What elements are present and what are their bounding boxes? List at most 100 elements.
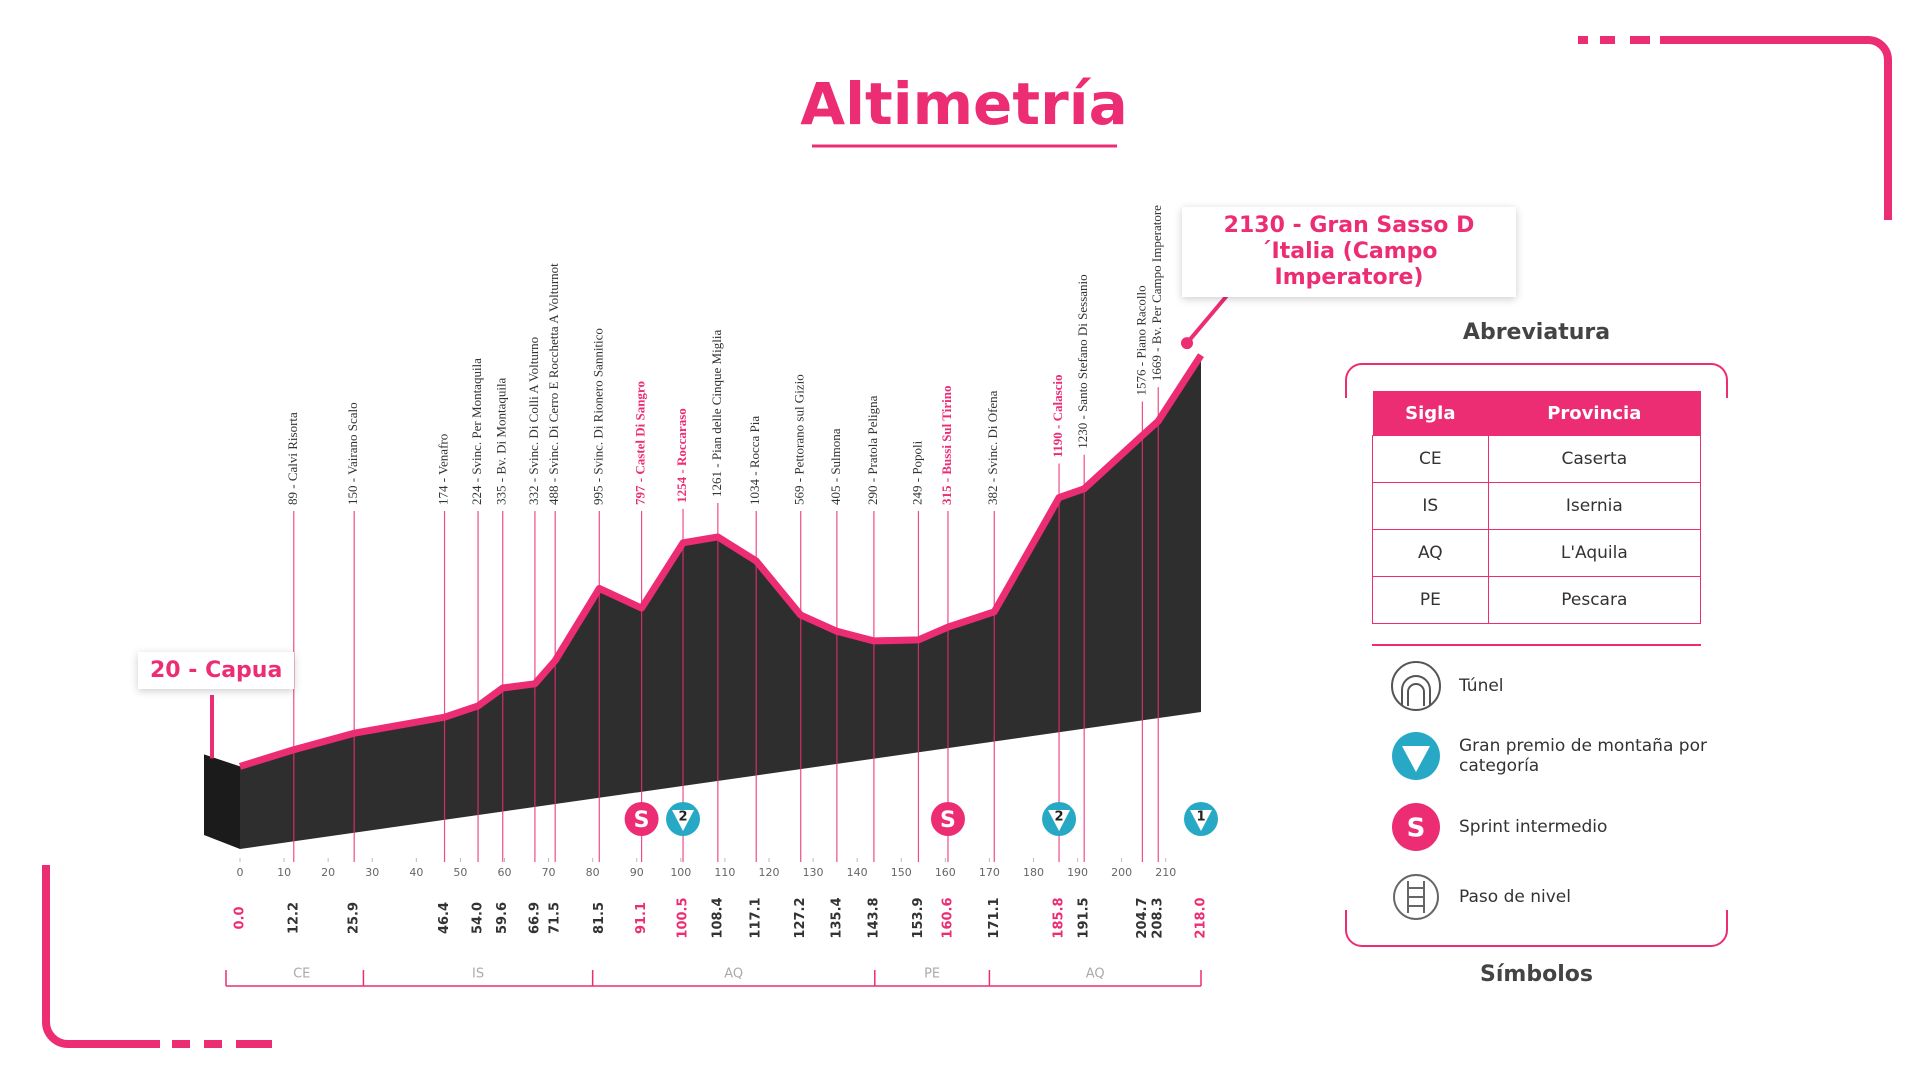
x-tick-label: 170: [979, 866, 1000, 879]
waypoint-label: 290 - Pratola Peligna: [865, 395, 880, 505]
legend-item: Sprint intermedio: [1459, 817, 1608, 837]
cell: AQ: [1372, 529, 1489, 577]
cell: PE: [1372, 576, 1489, 624]
abbreviation-table: Sigla Provincia CE Caserta IS Isernia AQ L'A…: [1372, 391, 1702, 624]
finish-pointer: [1185, 290, 1232, 345]
x-tick-label: 200: [1111, 866, 1132, 879]
province-label: PE: [924, 967, 940, 982]
table-row: IS Isernia: [1372, 482, 1702, 530]
km-label: 153.9: [911, 897, 926, 938]
km-label: 66.9: [527, 902, 542, 934]
profile-side: [204, 754, 240, 849]
km-label: 171.1: [987, 897, 1002, 938]
waypoint-label: 224 - Svinc. Per Montaquila: [469, 358, 484, 505]
km-label: 100.5: [676, 897, 691, 938]
province-label: CE: [293, 967, 310, 982]
cell: CE: [1372, 435, 1489, 483]
km-label: 46.4: [437, 902, 452, 934]
waypoint-label: 1034 - Rocca Pia: [747, 416, 762, 505]
x-tick-label: 70: [542, 866, 556, 879]
corner-decor: [42, 865, 160, 1048]
x-tick-label: 50: [453, 866, 467, 879]
cell: Pescara: [1487, 576, 1702, 624]
province-label: IS: [472, 967, 484, 982]
x-tick-label: 180: [1023, 866, 1044, 879]
symbol-badge: [624, 802, 659, 836]
x-tick-label: 160: [935, 866, 956, 879]
symbol-text: 2: [679, 810, 688, 825]
waypoint-label: 569 - Pettorano sul Gizio: [792, 374, 807, 505]
km-label: 25.9: [347, 902, 362, 934]
x-tick-label: 110: [714, 866, 735, 879]
header-cell: Provincia: [1488, 391, 1701, 436]
table-header: Sigla Provincia: [1372, 391, 1701, 436]
km-label: 81.5: [592, 902, 607, 934]
km-label: 191.5: [1077, 897, 1092, 938]
cell: Caserta: [1487, 435, 1702, 483]
km-label: 218.0: [1194, 897, 1209, 938]
km-label: 204.7: [1135, 897, 1150, 938]
x-tick-label: 40: [409, 866, 423, 879]
profile-body: [240, 355, 1201, 849]
x-tick-label: 60: [497, 866, 511, 879]
chart-title: Altimetría: [800, 70, 1128, 138]
x-tick-label: 80: [586, 866, 600, 879]
km-label: 185.8: [1052, 897, 1067, 938]
symbol-text: S: [634, 808, 650, 833]
waypoint-label: 797 - Castel Di Sangro: [633, 381, 648, 505]
cell: Isernia: [1487, 482, 1702, 530]
symbol-text: S: [940, 808, 956, 833]
legend-item: Paso de nivel: [1459, 887, 1571, 907]
panel-title: Abreviatura: [1462, 320, 1611, 345]
header-cell: Sigla: [1372, 391, 1489, 436]
cell: L'Aquila: [1487, 529, 1702, 577]
corner-decor: [1660, 36, 1892, 220]
cell: IS: [1372, 482, 1489, 530]
plot: 0.0 89 - Calvi Risorta 12.2 150 - Vairano S…: [204, 205, 1232, 987]
x-tick-label: 0: [237, 866, 244, 879]
symbol-text: 2: [1055, 810, 1064, 825]
waypoint-label: 1261 - Pian delle Cinque Miglia: [709, 330, 724, 497]
km-label: 12.2: [286, 902, 301, 934]
finish-callout: 2130 - Gran Sasso D´Italia (Campo Impera…: [1182, 207, 1516, 297]
x-tick-label: 140: [847, 866, 868, 879]
waypoint-label: 315 - Bussi Sul Tirino: [939, 386, 954, 505]
km-label: 54.0: [471, 902, 486, 934]
waypoint-label: 488 - Svinc. Di Cerro E Rocchetta A Volt…: [546, 263, 561, 505]
province-label: AQ: [1086, 967, 1105, 982]
province-label: AQ: [724, 967, 743, 982]
km-label: 108.4: [710, 897, 725, 938]
km-label: 143.8: [866, 897, 881, 938]
km-label: 117.1: [749, 897, 764, 938]
x-tick-label: 90: [630, 866, 644, 879]
x-tick-label: 190: [1067, 866, 1088, 879]
km-label: 91.1: [634, 902, 649, 934]
waypoint-label: 995 - Svinc. Di Rionero Sannitico: [590, 328, 605, 505]
km-label: 0.0: [233, 906, 248, 929]
legend-item: Túnel: [1459, 676, 1504, 696]
waypoint-label: 405 - Sulmona: [828, 428, 843, 505]
profile-line: [238, 353, 1204, 770]
finish-dot: [1181, 337, 1193, 350]
waypoint-label: 335 - Bv. Di Montaquila: [494, 377, 509, 505]
legend-item: Gran premio de montaña por categoría: [1459, 736, 1707, 776]
km-label: 160.6: [940, 897, 955, 938]
km-label: 208.3: [1151, 897, 1166, 938]
waypoint-label: 1576 - Piano Racollo: [1133, 285, 1148, 395]
km-label: 127.2: [793, 897, 808, 938]
waypoint-label: 89 - Calvi Risorta: [285, 412, 300, 505]
panel-title: Símbolos: [1480, 962, 1593, 987]
symbol-badge: [930, 802, 965, 836]
waypoint-label: 332 - Svinc. Di Colli A Volturno: [526, 337, 541, 505]
symbol-triangle: [1048, 810, 1071, 831]
x-tick-label: 30: [365, 866, 379, 879]
x-tick-label: 10: [277, 866, 291, 879]
table-row: AQ L'Aquila: [1372, 529, 1702, 577]
symbol-text: 1: [1196, 810, 1205, 825]
x-tick-label: 100: [670, 866, 691, 879]
table-row: PE Pescara: [1372, 576, 1702, 624]
waypoint-label: 1669 - Bv. Per Campo Imperatore: [1149, 205, 1164, 381]
waypoint-label: 382 - Svinc. Di Ofena: [985, 390, 1000, 505]
waypoint-label: 174 - Venafro: [436, 434, 451, 505]
